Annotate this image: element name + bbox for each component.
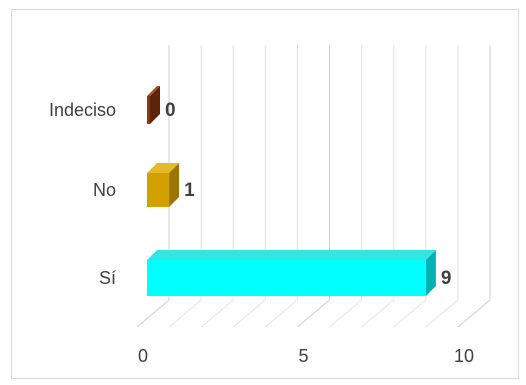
floor-gridline-0 <box>136 299 170 328</box>
category-label-Sí: Sí <box>99 268 116 288</box>
floor-gridline-6 <box>329 299 362 328</box>
bar-Indeciso <box>147 96 150 124</box>
data-label-No: 1 <box>184 180 195 201</box>
label-layer: 0 5 10 Indeciso 0 No 1 Sí 9 <box>49 100 474 366</box>
bar-No <box>147 173 170 207</box>
floor-gridline-3 <box>232 299 266 328</box>
floor-gridline-7 <box>361 299 395 328</box>
x-tick-label-10: 10 <box>454 346 474 366</box>
floor-gridline-10 <box>457 299 491 328</box>
x-tick-label-0: 0 <box>138 346 148 366</box>
bar-top-Sí <box>147 250 436 260</box>
data-label-Sí: 9 <box>441 268 452 289</box>
floor-gridline-4 <box>265 299 298 328</box>
bar-top-No <box>147 163 180 173</box>
bar-top-Indeciso <box>147 86 160 96</box>
bar-layer <box>147 86 436 296</box>
floor-gridline-8 <box>393 299 427 328</box>
bar-Sí <box>147 260 426 296</box>
category-label-Indeciso: Indeciso <box>49 100 116 120</box>
x-tick-label-5: 5 <box>298 346 308 366</box>
category-label-No: No <box>93 180 116 200</box>
floor-gridline-1 <box>168 299 202 328</box>
floor-gridline-9 <box>425 299 459 328</box>
bar-side-Indeciso <box>150 86 160 124</box>
bar-side-No <box>169 163 180 207</box>
floor-gridline-2 <box>200 299 234 328</box>
data-label-Indeciso: 0 <box>165 100 176 121</box>
floor-gridline-5 <box>297 299 330 328</box>
bar-side-Sí <box>425 250 436 296</box>
